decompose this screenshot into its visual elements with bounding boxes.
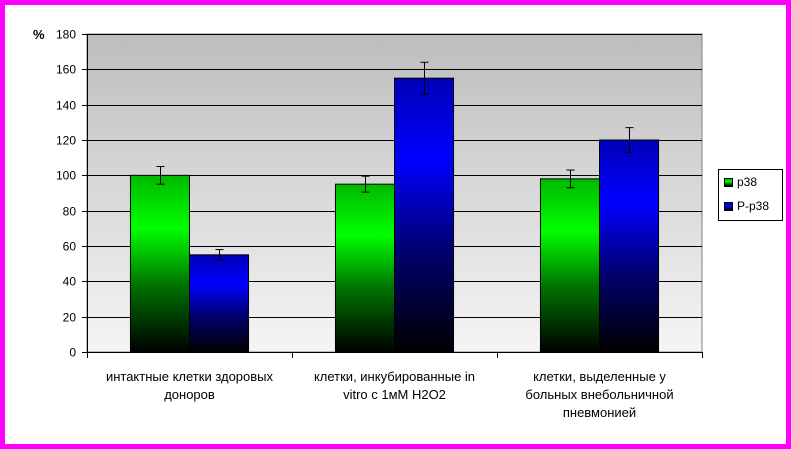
legend-item: P-p38	[724, 199, 780, 213]
y-tick-label: 60	[63, 240, 77, 254]
y-tick-label: 0	[69, 346, 76, 360]
legend-swatch	[724, 202, 733, 211]
y-tick-label: 80	[63, 205, 77, 219]
bar-p38	[129, 174, 191, 353]
x-tick-label: клетки, выделенные у больных внебольничн…	[525, 369, 674, 420]
x-tick-label: клетки, инкубированные in vitro с 1мМ H2…	[313, 369, 476, 402]
error-bar-p38	[566, 169, 575, 189]
y-tick-label: 160	[56, 63, 76, 77]
error-bar-p38	[361, 175, 370, 193]
legend-label: p38	[737, 175, 758, 189]
bar-p-p38	[599, 139, 660, 353]
x-tick-label: интактные клетки здоровых доноров	[105, 369, 274, 402]
y-tick-label: 120	[56, 134, 76, 148]
y-tick-label: 40	[63, 275, 77, 289]
bar-p38	[539, 178, 601, 353]
y-tick-label: 100	[56, 169, 76, 183]
y-tick-label: 20	[63, 311, 77, 325]
bar-p-p38	[189, 254, 250, 353]
error-bar-p-p38	[215, 249, 224, 261]
legend-item: p38	[724, 175, 780, 189]
y-tick-label: 140	[56, 99, 76, 113]
legend-swatch	[724, 178, 733, 187]
bar-p-p38	[394, 77, 455, 353]
legend-label: P-p38	[737, 199, 770, 213]
y-tick-label: 180	[56, 28, 76, 42]
error-bar-p-p38	[625, 127, 634, 153]
error-bar-p38	[156, 166, 165, 185]
y-axis-label: %	[33, 27, 45, 42]
plot-area	[82, 33, 703, 358]
legend: p38 P-p38	[718, 169, 783, 221]
bar-p38	[334, 183, 395, 353]
error-bar-p-p38	[420, 61, 429, 95]
